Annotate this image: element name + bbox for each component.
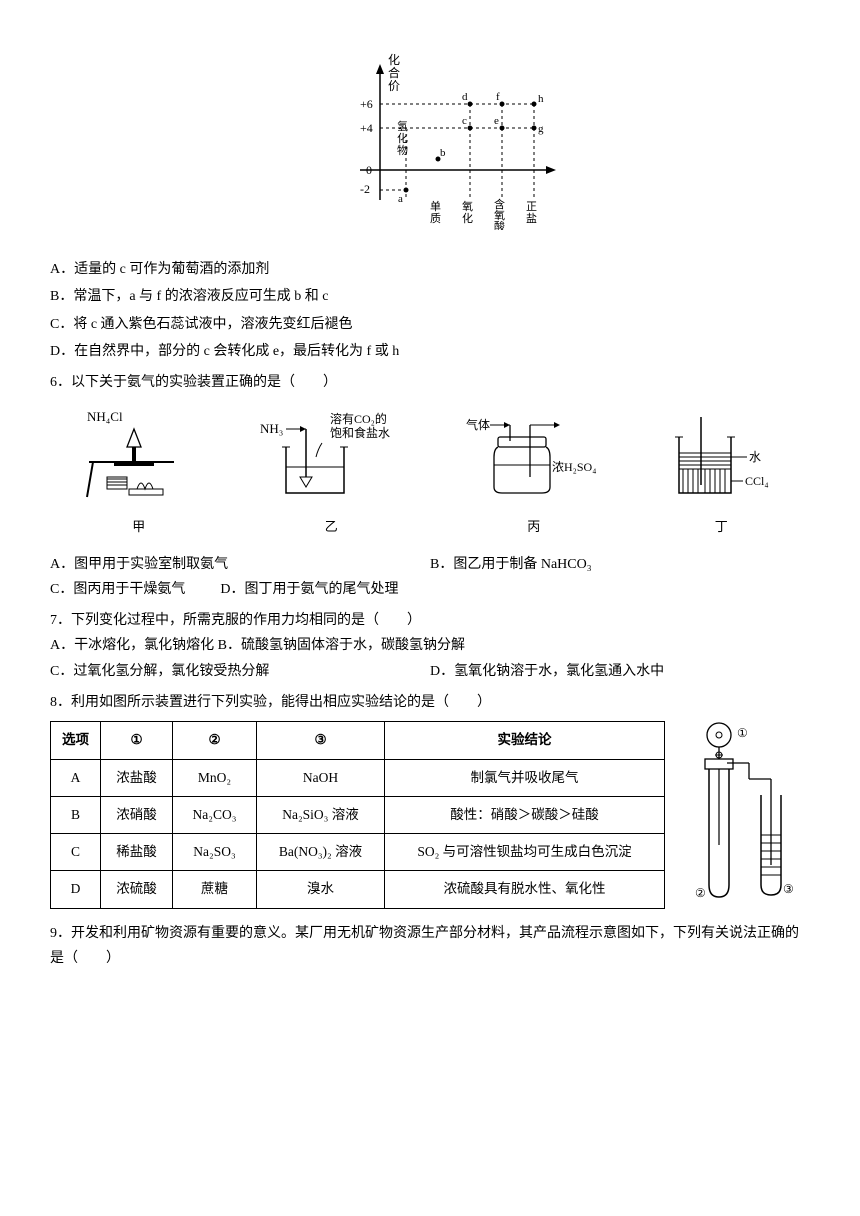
q5-chart: 化 合 价 +6 +4 0 -2 a b c d e f g h 氢化物 单质 … [50, 50, 810, 239]
svg-text:c: c [462, 115, 467, 127]
device-bing-label: 丙 [464, 515, 604, 538]
svg-text:饱和食盐水: 饱和食盐水 [330, 425, 390, 440]
svg-text:盐: 盐 [526, 212, 537, 225]
q6-option-b: B．图乙用于制备 NaHCO₃ [430, 552, 810, 577]
svg-text:浓H₂SO₄: 浓H₂SO₄ [552, 460, 596, 474]
table-header-row: 选项 ① ② ③ 实验结论 [51, 722, 665, 759]
th-1: ① [101, 722, 173, 759]
svg-text:g: g [538, 123, 544, 135]
q7-stem: 7．下列变化过程中，所需克服的作用力均相同的是（ ） [50, 608, 810, 633]
device-bing: 气体 浓H₂SO₄ 丙 [464, 407, 604, 538]
table-row: D浓硫酸蔗糖溴水浓硫酸具有脱水性、氧化性 [51, 871, 665, 908]
svg-text:b: b [440, 147, 446, 159]
device-yi: NH₃ 溶有CO₂的 饱和食盐水 乙 [256, 407, 406, 538]
svg-text:溶有CO₂的: 溶有CO₂的 [330, 411, 387, 426]
ytick-6: +6 [360, 97, 373, 111]
th-3: ③ [257, 722, 385, 759]
y-label-3: 价 [388, 79, 400, 93]
q5-option-a: A．适量的 c 可作为葡萄酒的添加剂 [50, 257, 810, 282]
q8-table-wrap: 选项 ① ② ③ 实验结论 A浓盐酸MnO₂NaOH制氯气并吸收尾气 B浓硝酸N… [50, 715, 810, 915]
table-row: B浓硝酸Na₂CO₃Na₂SiO₃ 溶液酸性：硝酸＞碳酸＞硅酸 [51, 796, 665, 833]
svg-text:正: 正 [526, 201, 537, 213]
svg-text:单: 单 [430, 200, 441, 213]
q6-option-a: A．图甲用于实验室制取氨气 [50, 552, 430, 577]
q6-devices: NH₄Cl 甲 NH₃ 溶有CO₂的 饱和食盐水 乙 [50, 407, 810, 538]
oxidation-state-chart: 化 合 价 +6 +4 0 -2 a b c d e f g h 氢化物 单质 … [300, 50, 560, 230]
svg-text:a: a [398, 193, 403, 205]
q6-option-d: D．图丁用于氨气的尾气处理 [220, 582, 398, 597]
svg-text:酸: 酸 [494, 219, 505, 230]
y-label-1: 化 [388, 53, 400, 67]
q8-stem: 8．利用如图所示装置进行下列实验，能得出相应实验结论的是（ ） [50, 690, 810, 715]
svg-text:含: 含 [494, 197, 505, 211]
device-ding: 水 CCl₄ 丁 [661, 407, 781, 538]
ytick-0: 0 [366, 163, 372, 177]
ytick-n2: -2 [360, 182, 370, 196]
svg-text:h: h [538, 93, 544, 105]
table-row: A浓盐酸MnO₂NaOH制氯气并吸收尾气 [51, 759, 665, 796]
svg-text:氧: 氧 [494, 208, 505, 222]
device-yi-label: 乙 [256, 515, 406, 538]
q7-option-a: A．干冰熔化，氯化钠熔化 [50, 638, 214, 653]
svg-text:d: d [462, 91, 468, 103]
q5-option-d: D．在自然界中，部分的 c 会转化成 e，最后转化为 f 或 h [50, 339, 810, 364]
q8-table: 选项 ① ② ③ 实验结论 A浓盐酸MnO₂NaOH制氯气并吸收尾气 B浓硝酸N… [50, 721, 665, 908]
th-opt: 选项 [51, 722, 101, 759]
th-2: ② [173, 722, 257, 759]
svg-text:NH₃: NH₃ [260, 421, 283, 436]
device-ding-label: 丁 [661, 515, 781, 538]
table-row: C稀盐酸Na₂SO₃Ba(NO₃)₂ 溶液SO₂ 与可溶性钡盐均可生成白色沉淀 [51, 834, 665, 871]
ytick-4: +4 [360, 121, 373, 135]
device-jia: NH₄Cl 甲 [79, 407, 199, 538]
svg-text:f: f [496, 91, 500, 103]
q7-option-d: D．氢氧化钠溶于水，氯化氢通入水中 [430, 659, 810, 684]
svg-text:氧: 氧 [462, 199, 473, 213]
svg-text:气体: 气体 [466, 417, 490, 432]
svg-text:CCl₄: CCl₄ [745, 474, 769, 488]
device-jia-label: 甲 [79, 515, 199, 538]
svg-text:③: ③ [783, 882, 794, 896]
q8-apparatus: ① ② ③ [675, 715, 795, 915]
q7-option-c: C．过氧化氢分解，氯化铵受热分解 [50, 659, 430, 684]
svg-text:化: 化 [462, 211, 473, 225]
q7-option-b: B．硫酸氢钠固体溶于水，碳酸氢钠分解 [218, 638, 465, 653]
svg-text:②: ② [695, 886, 706, 900]
svg-text:e: e [494, 115, 499, 127]
th-conc: 实验结论 [385, 722, 665, 759]
y-label-2: 合 [388, 65, 400, 80]
q5-option-c: C．将 c 通入紫色石蕊试液中，溶液先变红后褪色 [50, 312, 810, 337]
q5-option-b: B．常温下，a 与 f 的浓溶液反应可生成 b 和 c [50, 284, 810, 309]
svg-text:NH₄Cl: NH₄Cl [87, 409, 123, 424]
svg-text:水: 水 [749, 450, 761, 464]
q6-stem: 6．以下关于氨气的实验装置正确的是（ ） [50, 370, 810, 395]
q9-stem: 9．开发和利用矿物资源有重要的意义。某厂用无机矿物资源生产部分材料，其产品流程示… [50, 921, 810, 971]
svg-text:化: 化 [397, 131, 408, 145]
svg-text:物: 物 [397, 143, 408, 157]
svg-text:质: 质 [430, 212, 441, 225]
svg-text:①: ① [737, 726, 748, 740]
q6-option-c: C．图丙用于干燥氨气 [50, 582, 185, 597]
svg-text:氢: 氢 [397, 119, 408, 133]
